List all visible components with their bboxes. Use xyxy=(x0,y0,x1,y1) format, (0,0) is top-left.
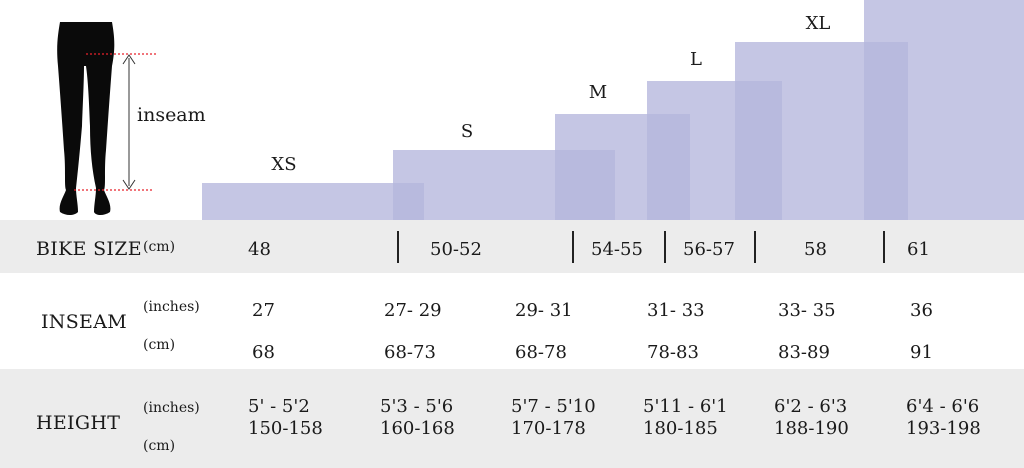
height-inches-value: 5' - 5'2 xyxy=(248,396,310,417)
height-inches-value: 5'7 - 5'10 xyxy=(511,396,596,417)
inseam-cm-value: 68-78 xyxy=(515,342,567,363)
inseam-cm-value: 68-73 xyxy=(384,342,436,363)
bar-label-m: M xyxy=(589,82,607,103)
bike-size-value: 56-57 xyxy=(683,239,735,260)
bike-size-value: 61 xyxy=(907,239,930,260)
height-cm-value: 180-185 xyxy=(643,418,718,439)
height-cm-value: 193-198 xyxy=(906,418,981,439)
height-inches-value: 5'3 - 5'6 xyxy=(380,396,454,417)
inseam-figure-label: inseam xyxy=(137,104,206,126)
inseam-label: INSEAM xyxy=(41,311,127,333)
column-separator xyxy=(754,231,756,263)
inseam-unit-cm: (cm) xyxy=(143,337,176,353)
inseam-inches-value: 27- 29 xyxy=(384,300,442,321)
inseam-unit-inches: (inches) xyxy=(143,299,200,315)
bar-label-xl: XL xyxy=(806,13,831,34)
height-cm-value: 160-168 xyxy=(380,418,455,439)
height-unit-inches: (inches) xyxy=(143,400,200,416)
inseam-cm-value: 91 xyxy=(910,342,933,363)
bar-xs xyxy=(202,183,424,220)
bike-size-value: 58 xyxy=(804,239,827,260)
bar-label-l: L xyxy=(690,49,702,70)
height-inches-value: 5'11 - 6'1 xyxy=(643,396,728,417)
height-cm-value: 170-178 xyxy=(511,418,586,439)
height-row xyxy=(0,369,1024,468)
height-unit-cm: (cm) xyxy=(143,438,176,454)
column-separator xyxy=(664,231,666,263)
height-label: HEIGHT xyxy=(36,412,121,434)
column-separator xyxy=(883,231,885,263)
column-separator xyxy=(397,231,399,263)
leg-figure-icon xyxy=(57,22,158,215)
inseam-inches-value: 33- 35 xyxy=(778,300,836,321)
bike-size-value: 48 xyxy=(248,239,271,260)
arrow-down-icon xyxy=(122,179,136,190)
bar-labels-group: XS S M L XL xyxy=(271,13,830,175)
inseam-cm-value: 78-83 xyxy=(647,342,699,363)
inseam-inches-value: 36 xyxy=(910,300,933,321)
inseam-inches-value: 27 xyxy=(252,300,275,321)
column-separator xyxy=(572,231,574,263)
bars-group xyxy=(202,0,1024,220)
bike-size-label: BIKE SIZE xyxy=(36,238,142,260)
bar-label-s: S xyxy=(461,121,473,142)
inseam-cm-value: 83-89 xyxy=(778,342,830,363)
bike-size-unit: (cm) xyxy=(143,239,176,255)
bike-size-row xyxy=(0,220,1024,273)
bike-size-value: 50-52 xyxy=(430,239,482,260)
height-inches-value: 6'4 - 6'6 xyxy=(906,396,980,417)
bar-label-xs: XS xyxy=(271,154,296,175)
inseam-cm-value: 68 xyxy=(252,342,275,363)
bike-size-value: 54-55 xyxy=(591,239,643,260)
height-inches-value: 6'2 - 6'3 xyxy=(774,396,848,417)
height-cm-value: 188-190 xyxy=(774,418,849,439)
inseam-inches-value: 31- 33 xyxy=(647,300,705,321)
height-cm-value: 150-158 xyxy=(248,418,323,439)
leg-silhouette-icon xyxy=(57,22,115,215)
bar-xxl xyxy=(864,0,1024,220)
size-chart: XS S M L XL xyxy=(57,0,1024,220)
inseam-inches-value: 29- 31 xyxy=(515,300,573,321)
arrow-up-icon xyxy=(122,54,136,65)
